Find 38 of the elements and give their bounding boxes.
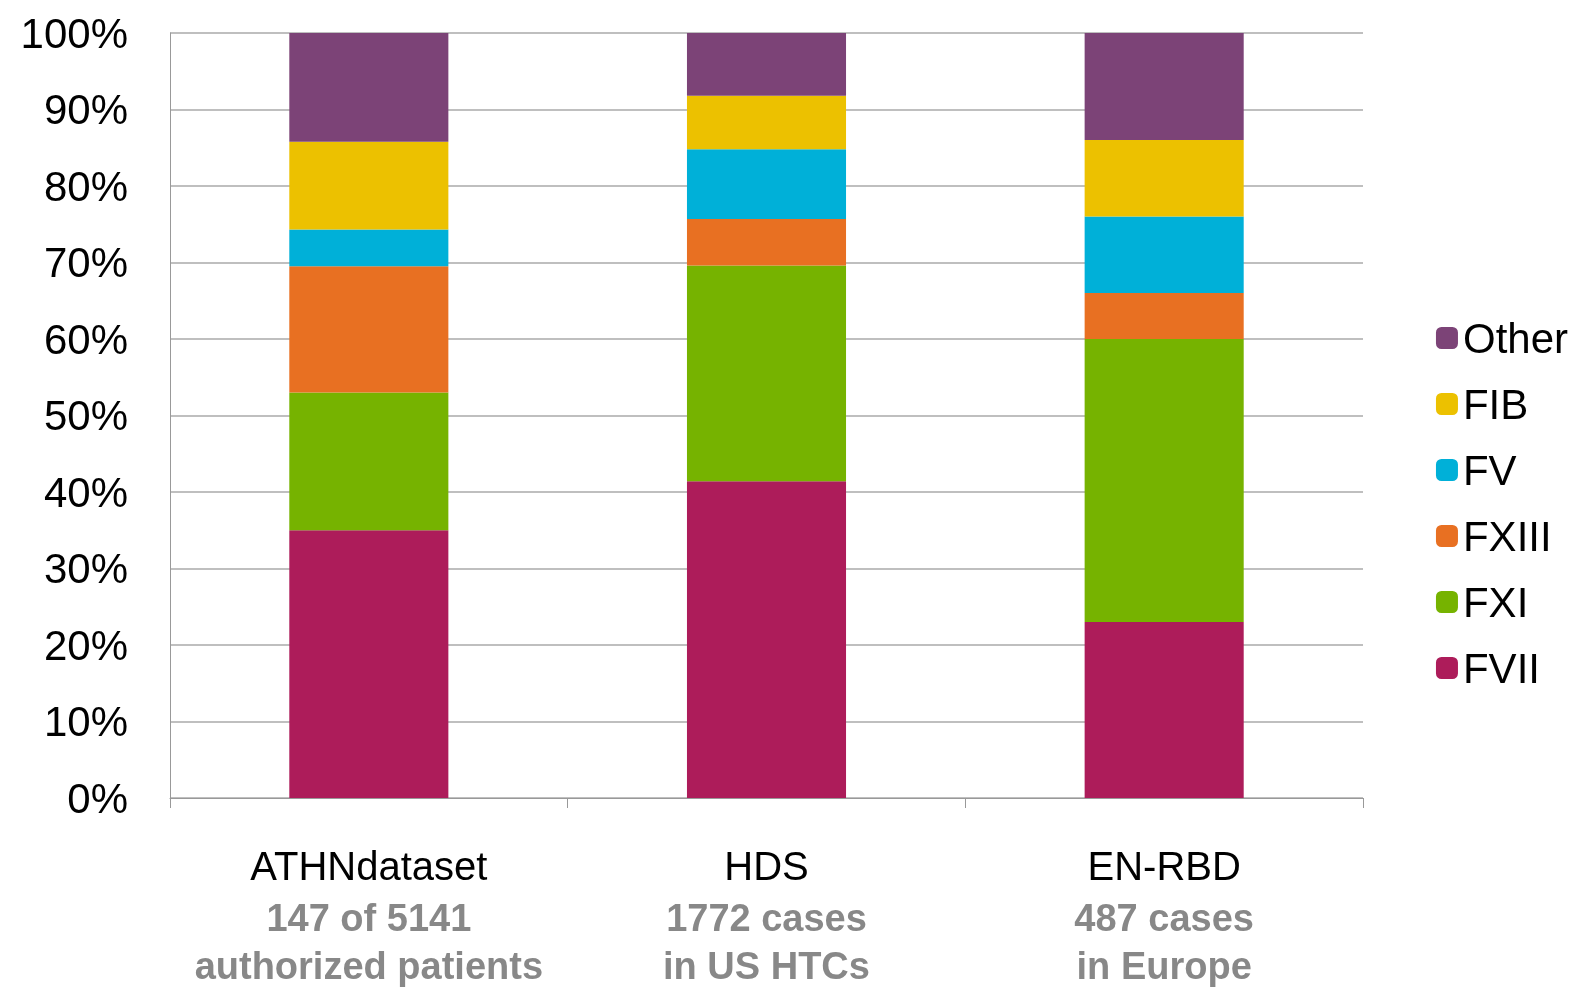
y-tick-label: 90% — [43, 86, 128, 133]
y-tick-label: 100% — [20, 9, 128, 57]
legend-label: FXI — [1462, 578, 1529, 626]
bar — [686, 481, 847, 798]
legend-label: Other — [1462, 314, 1569, 362]
x-tick-label: HDS 1772 cases in US HTCs — [663, 844, 870, 987]
y-tick-label: 40% — [43, 468, 128, 516]
legend-label: FXIII — [1462, 512, 1552, 560]
bar — [289, 33, 449, 142]
bar — [289, 392, 449, 531]
y-tick-label: 30% — [43, 545, 128, 592]
y-tick-label: 20% — [43, 621, 128, 669]
y-tick-label: 0% — [67, 774, 128, 822]
y-tick-label: 80% — [43, 162, 128, 210]
y-tick-label: 10% — [43, 698, 128, 745]
bar — [1084, 622, 1244, 798]
legend-label: FIB — [1462, 380, 1529, 428]
bar — [686, 218, 847, 266]
y-tick-label: 50% — [43, 392, 128, 439]
bar — [1084, 339, 1244, 623]
bar — [686, 33, 847, 96]
x-tick-label: EN-RBD 487 cases in Europe — [1074, 844, 1254, 987]
bar — [289, 530, 449, 798]
bar — [686, 149, 847, 219]
bar — [686, 95, 847, 150]
bar — [289, 141, 449, 230]
bar — [1084, 216, 1244, 294]
legend-label: FVII — [1462, 644, 1540, 692]
y-tick-label: 70% — [43, 239, 128, 286]
bar — [289, 266, 449, 393]
bar — [686, 265, 847, 482]
bar — [1084, 33, 1244, 141]
y-tick-label: 60% — [43, 315, 128, 363]
bar — [289, 229, 449, 267]
bar — [1084, 293, 1244, 339]
x-tick-label: ATHNdataset 147 of 5141 authorized patients — [194, 844, 544, 987]
bar — [1084, 140, 1244, 217]
legend-label: FV — [1462, 446, 1517, 494]
